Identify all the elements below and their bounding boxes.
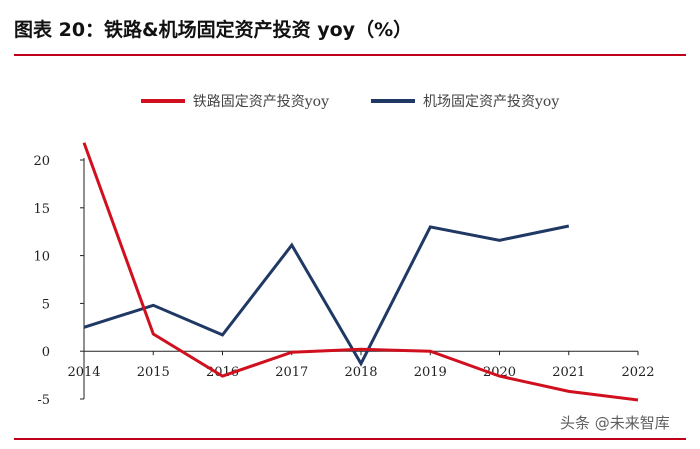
y-tick-label: 5: [42, 297, 50, 312]
y-tick-label: -5: [37, 393, 50, 408]
legend-swatch-airport: [371, 99, 415, 103]
title-rule: [14, 54, 686, 56]
series-line-airport: [83, 224, 570, 367]
figure-title: 图表 20：铁路&机场固定资产投资 yoy（%）: [14, 19, 413, 41]
watermark: 头条 @未来智库: [560, 414, 670, 432]
series-line-railway: [82, 142, 639, 402]
y-tick-label: 15: [33, 202, 50, 217]
legend-item-airport: 机场固定资产投资yoy: [371, 91, 559, 111]
y-tick-label: 10: [33, 250, 50, 265]
legend-item-railway: 铁路固定资产投资yoy: [140, 91, 329, 111]
x-tick-label: 2014: [67, 365, 100, 380]
x-tick-label: 2022: [621, 365, 654, 380]
legend-label-railway: 铁路固定资产投资yoy: [192, 94, 329, 110]
x-tick-label: 2016: [206, 365, 239, 380]
x-tick-label: 2021: [552, 365, 585, 380]
bottom-rule: [14, 438, 686, 440]
x-tick-label: 2017: [275, 365, 308, 380]
x-tick-label: 2018: [344, 365, 377, 380]
y-tick-label: 0: [42, 345, 50, 360]
y-tick-label: 20: [33, 154, 50, 169]
x-tick-label: 2015: [137, 365, 170, 380]
x-tick-label: 2019: [414, 365, 447, 380]
chart-legend: 铁路固定资产投资yoy 机场固定资产投资yoy: [0, 88, 700, 114]
legend-swatch-railway: [140, 99, 185, 103]
legend-label-airport: 机场固定资产投资yoy: [423, 94, 560, 110]
